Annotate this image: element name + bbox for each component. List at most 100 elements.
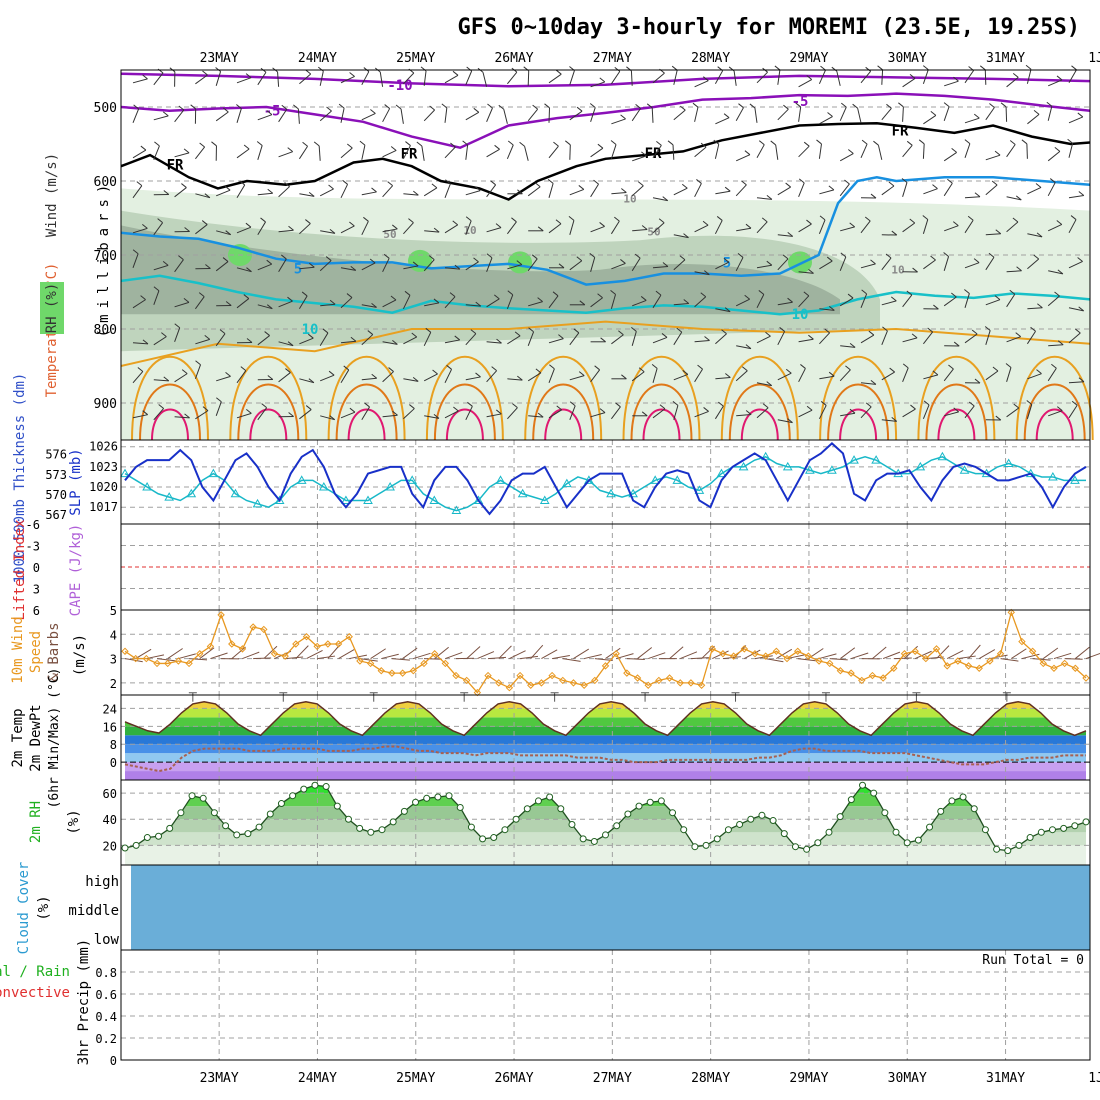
wind-barb xyxy=(1006,221,1019,233)
wind-barb-flag xyxy=(672,400,679,406)
wind-barb-flag xyxy=(995,229,1002,235)
wind-barb-flag xyxy=(544,103,550,109)
bottom-date-label: 29MAY xyxy=(789,1071,828,1086)
rh-point xyxy=(825,828,833,836)
wind-barb xyxy=(340,108,345,123)
wind-barb-flag xyxy=(829,305,835,311)
wind-barb xyxy=(569,260,583,271)
wind-barb-flag xyxy=(656,140,662,146)
wind-barb-flag xyxy=(599,408,606,414)
rh-point xyxy=(747,815,755,823)
wind-barb-flag xyxy=(889,367,895,373)
wind-barb xyxy=(673,109,686,121)
wind-barb xyxy=(444,296,456,309)
wind-barb-flag xyxy=(1033,109,1040,115)
wind-barb-flag xyxy=(342,179,348,185)
wind-barb xyxy=(507,264,522,270)
wind-barb-flag xyxy=(1051,363,1057,369)
wind-barb-flag xyxy=(646,103,653,109)
wind-barb xyxy=(153,145,160,160)
low-level-isotherm xyxy=(720,355,799,441)
wind-barb-flag xyxy=(923,400,930,406)
wind-barb-flag xyxy=(782,254,789,260)
wind-barb-flag xyxy=(328,370,335,376)
wind-barb-flag xyxy=(491,366,497,372)
wind-barb xyxy=(569,375,585,381)
wind-barb-flag xyxy=(984,326,991,331)
wind-barb-flag xyxy=(474,186,481,192)
thickness-point xyxy=(142,482,152,491)
wind-barb xyxy=(754,107,758,123)
wind-barb-flag xyxy=(359,140,366,146)
wind10m-panel: 5 4 3 2 10m Wind Speed & Barbs (m/s) xyxy=(10,604,1100,697)
wind-barb-flag xyxy=(371,303,377,308)
wind-barb-flag xyxy=(495,223,502,229)
wind-speed-point xyxy=(174,657,183,665)
wind-barb-flag xyxy=(163,376,170,382)
wind-barb xyxy=(569,70,575,85)
wind-speed-point xyxy=(164,659,172,668)
wind-barb xyxy=(881,107,892,121)
wind-barb-flag xyxy=(433,414,440,419)
wind-barb xyxy=(465,304,481,307)
wind-barb-flag xyxy=(861,139,868,145)
wind-barb-flag xyxy=(496,338,502,344)
wind-barb xyxy=(507,71,518,85)
wind-barb-flag xyxy=(631,326,637,332)
wind-barb xyxy=(153,408,165,421)
contour-label: -10 xyxy=(387,78,412,94)
wind-speed-point xyxy=(740,645,749,653)
wind10m-barb xyxy=(1075,646,1090,659)
rh-point xyxy=(836,813,844,821)
thickness-point xyxy=(959,465,970,474)
rh-point xyxy=(412,798,420,806)
isotherm--10 xyxy=(120,72,1091,88)
wind-barb-flag xyxy=(371,373,378,379)
wind-barb xyxy=(1026,330,1036,345)
wind-barb-flag xyxy=(808,334,814,340)
top-date-label: 26MAY xyxy=(494,51,533,66)
rh-point xyxy=(255,823,263,831)
wind-barb-flag xyxy=(225,230,232,236)
temp-tick-label: 24 xyxy=(103,702,117,716)
wind-barb xyxy=(527,372,542,382)
wind-barb xyxy=(860,382,876,385)
wind-barb-flag xyxy=(326,106,332,112)
rh-point xyxy=(289,792,297,800)
wind-barb xyxy=(424,415,440,419)
wind-barb-flag xyxy=(454,335,461,341)
wind-barb xyxy=(1027,373,1042,380)
wind-barb xyxy=(486,370,498,383)
rh-point xyxy=(557,805,565,813)
wind-barb-flag xyxy=(865,66,871,72)
wind-speed-point xyxy=(793,647,802,655)
wind-barb xyxy=(132,185,143,199)
wind-speed-point xyxy=(217,611,225,619)
wind-speed-point xyxy=(142,654,151,663)
wind-barb-flag xyxy=(199,142,205,148)
bottom-date-label: 25MAY xyxy=(396,1071,435,1086)
wind-barb xyxy=(1048,344,1064,347)
wind-barb-flag xyxy=(1009,140,1016,145)
wind-barb-flag xyxy=(932,370,939,376)
wind-barb-flag xyxy=(868,330,875,336)
wind10m-barb xyxy=(690,657,709,660)
wind-units-axis-label: (m/s) xyxy=(72,634,88,676)
rh-point xyxy=(523,805,531,813)
wind-barb xyxy=(902,408,916,418)
wind-barb-flag xyxy=(745,223,752,229)
wind-speed-point xyxy=(473,688,482,697)
wind-barb xyxy=(403,265,419,270)
wind-barb-flag xyxy=(305,405,312,410)
wind10m-barb xyxy=(381,653,399,660)
thickness-point xyxy=(495,475,506,484)
rh-point xyxy=(244,830,252,838)
wind-barb-flag xyxy=(991,180,998,186)
wind-barb xyxy=(611,118,626,125)
wind-barb-flag xyxy=(325,256,332,261)
low-level-isotherm xyxy=(630,383,693,441)
wind-barb-flag xyxy=(142,224,148,229)
wind-barb-flag xyxy=(641,225,648,230)
wind-speed-line xyxy=(124,610,1087,694)
wind-barb xyxy=(944,411,959,417)
